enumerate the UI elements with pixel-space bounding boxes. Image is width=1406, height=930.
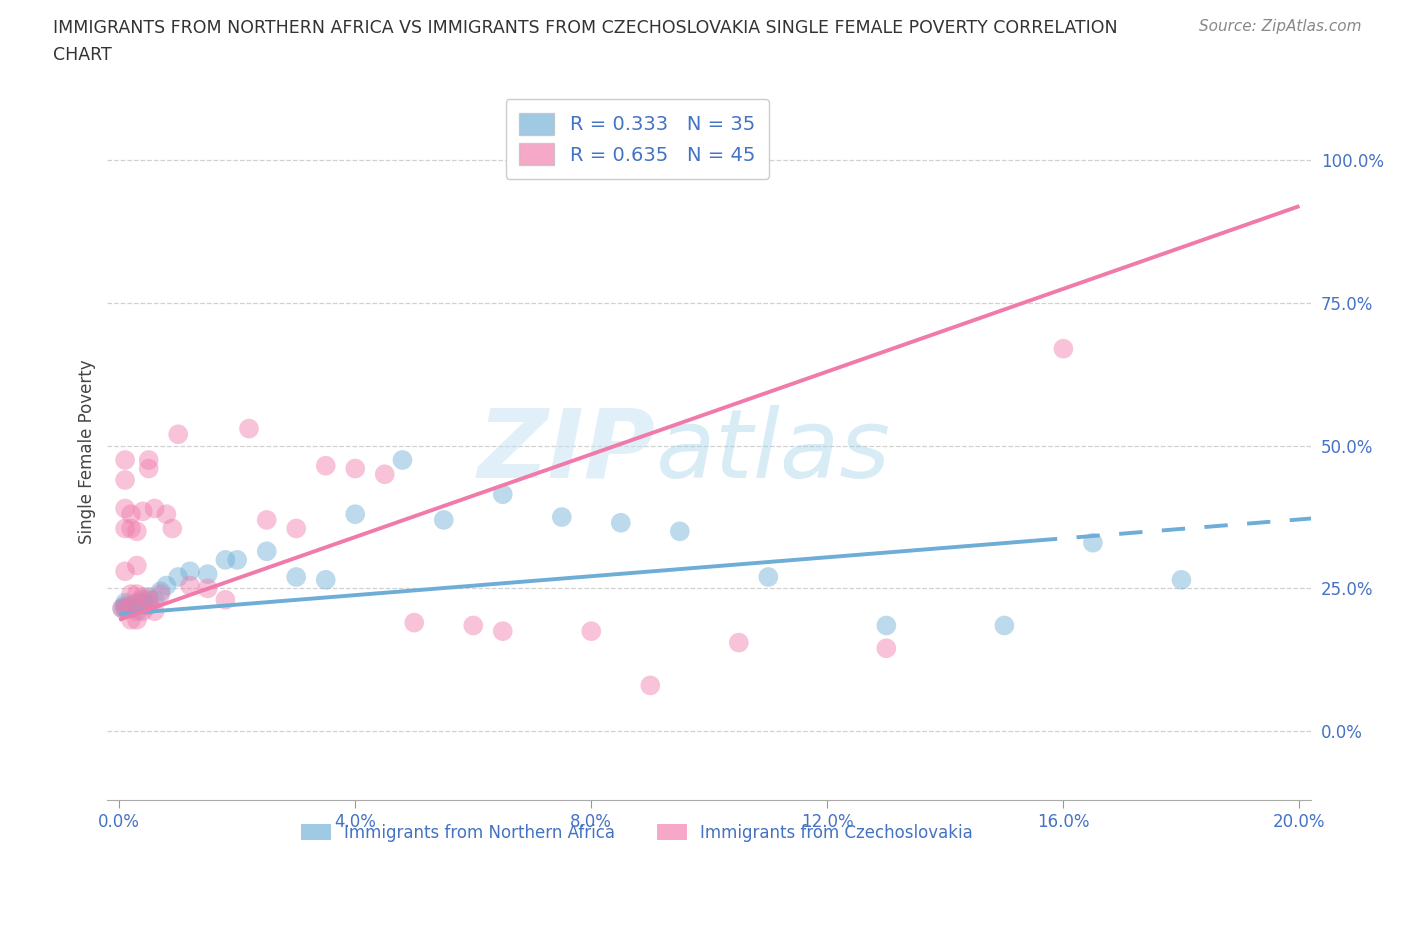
Point [114,601,136,616]
Point [226,552,249,567]
Text: IMMIGRANTS FROM NORTHERN AFRICA VS IMMIGRANTS FROM CZECHOSLOVAKIA SINGLE FEMALE : IMMIGRANTS FROM NORTHERN AFRICA VS IMMIG… [53,19,1118,36]
Point [179,564,201,578]
Point [149,587,172,602]
Point [167,427,190,442]
Point [463,618,485,633]
Legend: Immigrants from Northern Africa, Immigrants from Czechoslovakia: Immigrants from Northern Africa, Immigra… [294,817,980,848]
Point [125,558,148,573]
Point [143,604,166,618]
Point [111,601,134,616]
Y-axis label: Single Female Poverty: Single Female Poverty [79,359,96,544]
Point [374,467,396,482]
Point [114,472,136,487]
Point [404,615,426,630]
Point [551,510,574,525]
Point [125,587,148,602]
Text: Source: ZipAtlas.com: Source: ZipAtlas.com [1198,19,1361,33]
Point [492,486,515,501]
Point [492,624,515,639]
Point [120,601,142,616]
Point [132,595,155,610]
Point [143,592,166,607]
Point [125,524,148,538]
Point [120,587,142,602]
Point [132,504,155,519]
Point [727,635,749,650]
Point [256,512,278,527]
Point [125,595,148,610]
Point [111,601,134,616]
Point [197,566,219,581]
Point [138,590,160,604]
Point [132,592,155,607]
Point [167,569,190,584]
Point [1052,341,1074,356]
Point [149,584,172,599]
Point [138,453,160,468]
Point [114,501,136,516]
Point [197,581,219,596]
Text: ZIP: ZIP [477,405,655,498]
Point [315,458,337,473]
Point [125,612,148,627]
Text: CHART: CHART [53,46,112,64]
Point [344,507,367,522]
Point [640,678,662,693]
Point [138,592,160,607]
Point [114,453,136,468]
Point [114,595,136,610]
Point [179,578,201,593]
Point [138,461,160,476]
Point [132,590,155,604]
Point [114,601,136,616]
Point [120,601,142,616]
Point [120,507,142,522]
Point [155,578,177,593]
Point [256,544,278,559]
Point [875,641,897,656]
Point [756,569,779,584]
Point [120,598,142,613]
Point [125,604,148,618]
Point [669,524,692,538]
Point [162,521,184,536]
Point [114,521,136,536]
Point [285,569,308,584]
Point [132,604,155,618]
Point [238,421,260,436]
Point [344,461,367,476]
Point [120,521,142,536]
Text: atlas: atlas [655,405,890,498]
Point [993,618,1015,633]
Point [143,501,166,516]
Point [114,598,136,613]
Point [1170,572,1192,587]
Point [315,572,337,587]
Point [581,624,603,639]
Point [391,453,413,468]
Point [433,512,456,527]
Point [214,592,236,607]
Point [155,507,177,522]
Point [1081,536,1104,551]
Point [285,521,308,536]
Point [875,618,897,633]
Point [120,612,142,627]
Point [610,515,633,530]
Point [214,552,236,567]
Point [138,598,160,613]
Point [114,564,136,578]
